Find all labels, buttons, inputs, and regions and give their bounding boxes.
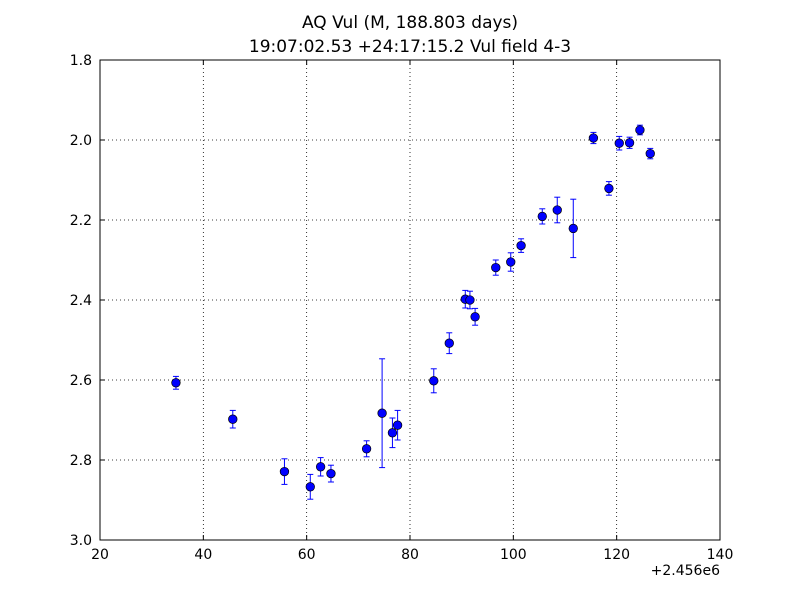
data-point xyxy=(444,338,454,348)
data-point xyxy=(491,262,501,273)
data-point xyxy=(588,133,599,143)
axis-ticks xyxy=(99,59,721,541)
x-tick-label: 60 xyxy=(298,547,316,563)
data-point xyxy=(326,468,336,479)
data-point xyxy=(429,376,439,386)
data-point xyxy=(279,466,290,477)
data-point xyxy=(552,205,562,215)
data-point xyxy=(624,138,635,148)
data-point xyxy=(171,378,181,388)
y-tick-label: 2.0 xyxy=(70,133,92,149)
y-tick-label: 3.0 xyxy=(70,533,92,549)
y-tick-label: 2.2 xyxy=(70,213,92,229)
chart-title: AQ Vul (M, 188.803 days) xyxy=(302,13,518,33)
y-tick-label: 2.8 xyxy=(70,453,92,469)
data-point xyxy=(537,211,547,222)
data-point xyxy=(377,408,387,418)
data-point xyxy=(506,257,516,267)
chart-subtitle: 19:07:02.53 +24:17:15.2 Vul field 4-3 xyxy=(249,37,571,57)
y-tick-label: 1.8 xyxy=(70,53,92,69)
data-points xyxy=(171,124,655,500)
data-point xyxy=(228,414,238,424)
x-offset-label: +2.456e6 xyxy=(651,563,720,579)
data-point xyxy=(614,138,624,148)
plot-frame xyxy=(99,59,721,541)
data-point xyxy=(568,223,578,234)
data-point xyxy=(604,183,614,194)
y-tick-label: 2.4 xyxy=(70,293,92,309)
data-point xyxy=(387,428,398,438)
data-point xyxy=(516,240,526,251)
x-tick-label: 40 xyxy=(194,547,212,563)
data-point xyxy=(315,462,326,472)
y-tick-label: 2.6 xyxy=(70,373,92,389)
x-tick-label: 120 xyxy=(603,547,630,563)
data-point xyxy=(465,295,475,305)
data-point xyxy=(470,312,480,322)
grid-lines xyxy=(100,60,720,540)
data-point xyxy=(305,482,315,492)
x-tick-label: 140 xyxy=(707,547,734,563)
tick-labels: 20 40 60 80 100 120 140 1.8 2.0 2.2 2.4 2.6 2.8 3.0 xyxy=(70,53,734,563)
x-tick-label: 100 xyxy=(500,547,527,563)
data-point xyxy=(645,148,655,159)
data-point xyxy=(392,420,403,430)
data-point xyxy=(361,444,372,454)
x-tick-label: 80 xyxy=(401,547,419,563)
data-point xyxy=(635,125,645,135)
x-tick-label: 20 xyxy=(91,547,109,563)
